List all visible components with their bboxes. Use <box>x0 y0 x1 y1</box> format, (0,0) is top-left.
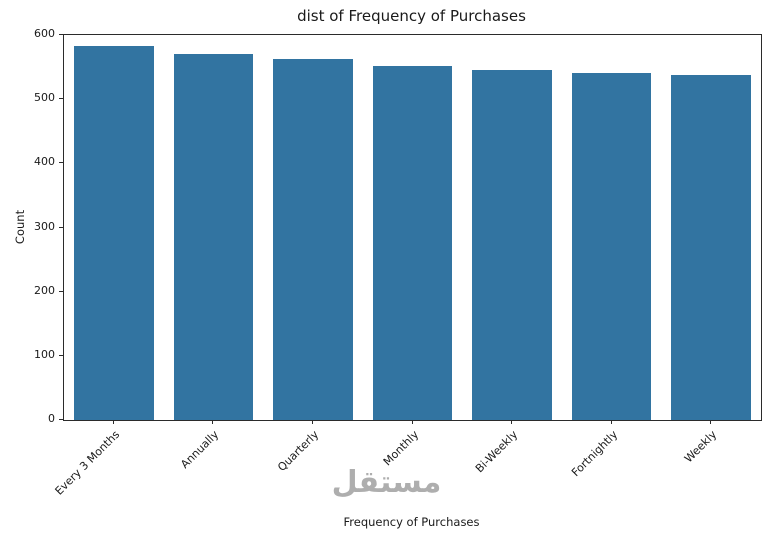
y-tick-mark <box>59 162 63 164</box>
y-tick-label: 600 <box>34 27 55 40</box>
chart-title: dist of Frequency of Purchases <box>297 7 526 25</box>
bar-quarterly <box>273 59 353 420</box>
y-tick-label: 500 <box>34 91 55 105</box>
x-tick-mark <box>411 420 413 424</box>
y-tick-mark <box>59 34 63 35</box>
x-tick-mark <box>311 420 313 424</box>
bar-bi-weekly <box>472 69 552 420</box>
x-tick-mark <box>610 420 612 424</box>
x-tick-mark <box>710 420 712 424</box>
y-tick-mark <box>59 354 63 356</box>
y-tick-label: 100 <box>34 347 55 361</box>
y-tick-label: 200 <box>34 283 55 297</box>
x-tick-mark <box>112 420 114 424</box>
y-tick-mark <box>59 98 63 100</box>
y-tick-label: 400 <box>34 155 55 169</box>
bar-monthly <box>372 66 453 420</box>
y-tick-mark <box>59 226 63 228</box>
x-axis-label: Frequency of Purchases <box>343 515 480 529</box>
x-tick-mark <box>212 420 214 424</box>
y-tick-label: 300 <box>34 219 55 233</box>
x-tick-mark <box>511 420 513 424</box>
bar-fortnightly <box>571 72 652 420</box>
bar-weekly <box>671 74 752 420</box>
bar-annually <box>173 54 254 420</box>
y-tick-mark <box>59 290 63 292</box>
plot-area <box>63 34 762 421</box>
y-tick-mark <box>59 419 63 420</box>
bar-every-3-months <box>73 45 154 420</box>
y-tick-label: 0 <box>48 412 55 425</box>
